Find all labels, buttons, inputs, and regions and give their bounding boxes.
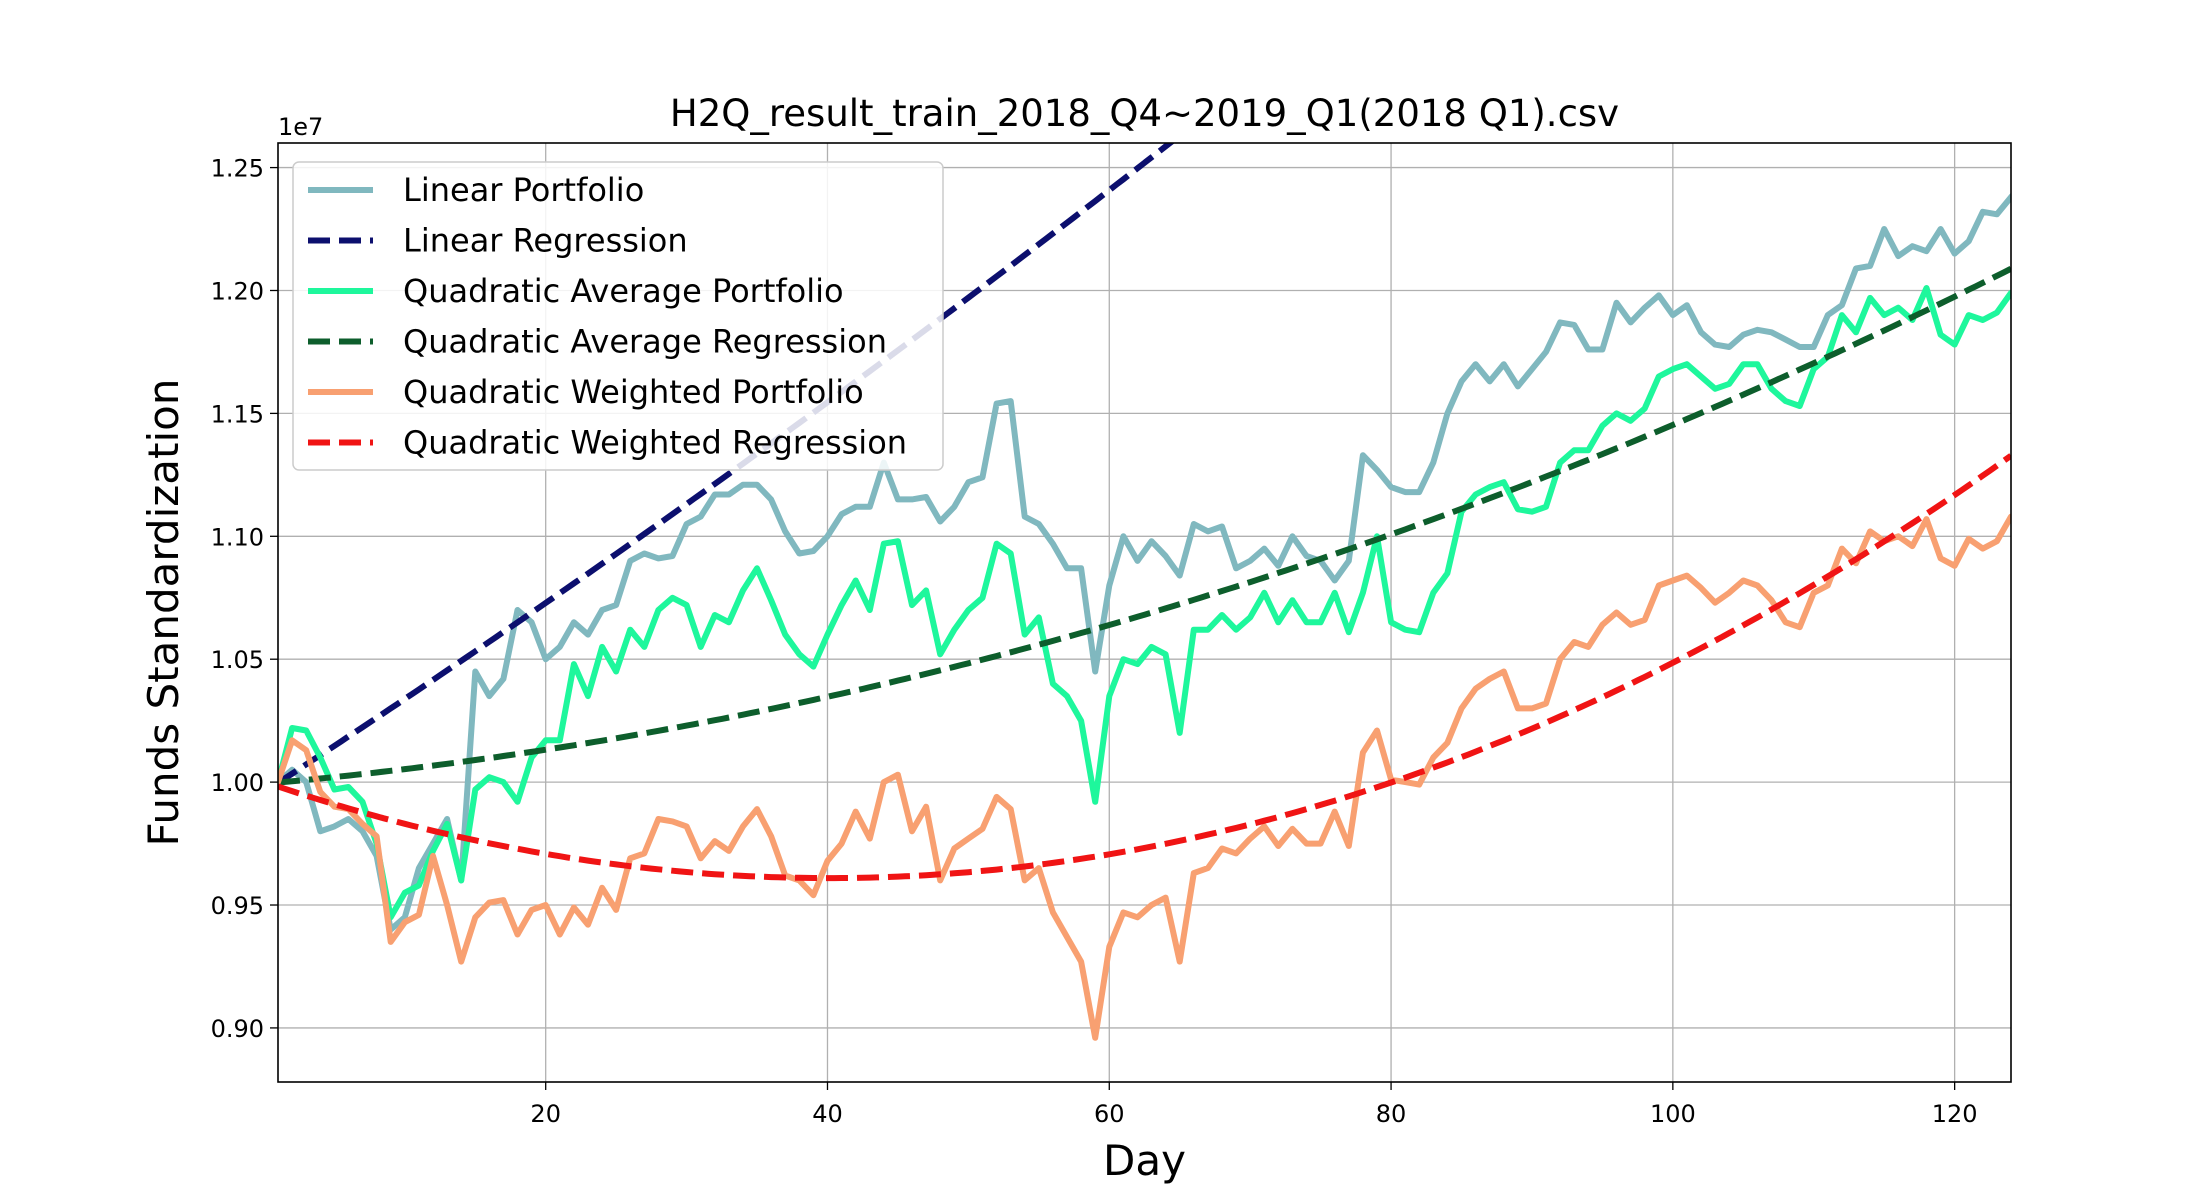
series-layer [278, 143, 2011, 1041]
x-tick-label: 60 [1094, 1100, 1125, 1128]
series-line-linear-portfolio [278, 192, 2011, 933]
y-tick-label: 0.90 [211, 1015, 264, 1043]
axis-ticks: 20 40 60 80 100 120 0.90 0.95 1.00 1.05 1.10 1.15 1.… [211, 155, 1978, 1128]
legend: Linear Portfolio Linear Regression Quadrat… [292, 161, 944, 471]
x-tick-label: 40 [812, 1100, 843, 1128]
series-line-linear-regression [278, 143, 1175, 786]
series-line-quadratic-average-regression [278, 266, 2011, 786]
legend-label-quadratic-weighted-portfolio: Quadratic Weighted Portfolio [403, 373, 864, 411]
series-line-quadratic-average-portfolio [278, 285, 2011, 921]
legend-box [292, 161, 944, 471]
chart-title: H2Q_result_train_2018_Q4~2019_Q1(2018 Q1… [670, 92, 1619, 135]
y-tick-label: 1.05 [211, 646, 264, 674]
legend-label-quadratic-average-portfolio: Quadratic Average Portfolio [403, 272, 844, 310]
series-line-quadratic-weighted-regression [278, 453, 2011, 882]
x-tick-label: 100 [1650, 1100, 1696, 1128]
legend-label-linear-portfolio: Linear Portfolio [403, 171, 644, 209]
y-tick-label: 1.10 [211, 523, 264, 551]
legend-label-quadratic-average-regression: Quadratic Average Regression [403, 323, 887, 361]
y-axis-label: Funds Standardization [139, 379, 188, 847]
y-tick-label: 1.20 [211, 277, 264, 305]
series-line-quadratic-weighted-portfolio [278, 513, 2011, 1041]
y-tick-label: 0.95 [211, 892, 264, 920]
y-tick-label: 1.25 [211, 155, 264, 183]
x-tick-label: 20 [530, 1100, 561, 1128]
x-tick-label: 120 [1932, 1100, 1978, 1128]
y-axis-offset-label: 1e7 [278, 113, 323, 141]
plot-frame [277, 142, 2012, 1083]
y-tick-label: 1.00 [211, 769, 264, 797]
x-tick-label: 80 [1376, 1100, 1407, 1128]
y-tick-label: 1.15 [211, 400, 264, 428]
x-axis-label: Day [1103, 1136, 1186, 1185]
legend-label-linear-regression: Linear Regression [403, 222, 688, 260]
legend-label-quadratic-weighted-regression: Quadratic Weighted Regression [403, 424, 907, 462]
